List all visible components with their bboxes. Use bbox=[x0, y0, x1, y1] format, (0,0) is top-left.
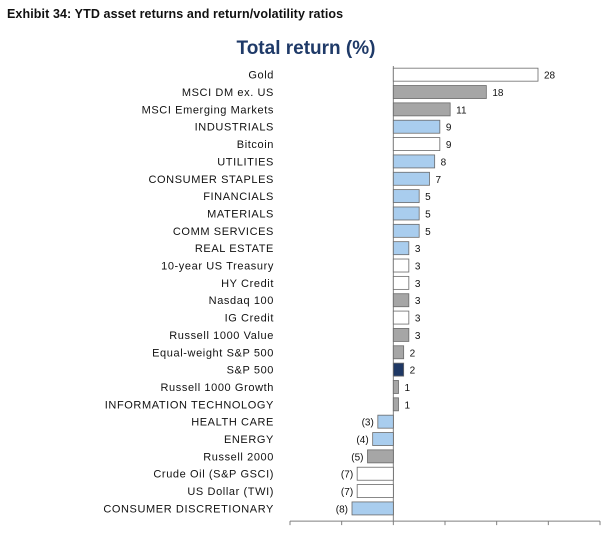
value-label: 1 bbox=[405, 400, 411, 411]
value-label: 5 bbox=[425, 227, 431, 238]
value-label: 3 bbox=[415, 279, 421, 290]
category-label: FINANCIALS bbox=[203, 191, 274, 203]
category-label: US Dollar (TWI) bbox=[187, 486, 274, 498]
chart-title: Total return (%) bbox=[236, 38, 376, 59]
value-label: 3 bbox=[415, 331, 421, 342]
bar-5 bbox=[392, 154, 436, 169]
bar-1 bbox=[392, 85, 487, 99]
bar-25 bbox=[351, 501, 394, 516]
value-label: 8 bbox=[441, 157, 447, 168]
value-label: 9 bbox=[446, 140, 452, 151]
category-label: MATERIALS bbox=[207, 208, 274, 220]
category-label: Equal-weight S&P 500 bbox=[152, 347, 274, 359]
bar-13 bbox=[392, 293, 410, 308]
category-label: Russell 2000 bbox=[203, 451, 274, 463]
bar-9 bbox=[392, 223, 420, 238]
category-label: Russell 1000 Growth bbox=[160, 382, 274, 394]
bar-6 bbox=[392, 171, 430, 186]
bar-8 bbox=[392, 206, 420, 221]
category-label: HEALTH CARE bbox=[191, 417, 274, 429]
value-label: (8) bbox=[336, 504, 348, 515]
bar-15 bbox=[392, 328, 410, 342]
category-label: Bitcoin bbox=[237, 139, 274, 151]
value-label: 3 bbox=[415, 314, 421, 325]
category-label: Nasdaq 100 bbox=[209, 295, 274, 307]
bar-22 bbox=[367, 449, 394, 464]
value-label: 18 bbox=[492, 88, 504, 99]
value-label: 5 bbox=[425, 209, 431, 220]
value-label: 11 bbox=[456, 105, 467, 116]
value-label: 28 bbox=[544, 71, 556, 82]
bar-14 bbox=[392, 310, 410, 325]
bar-3 bbox=[392, 119, 441, 134]
category-label: HY Credit bbox=[221, 278, 274, 290]
bar-0 bbox=[392, 67, 539, 82]
category-label: Russell 1000 Value bbox=[169, 330, 274, 342]
category-label: INFORMATION TECHNOLOGY bbox=[105, 399, 274, 411]
bar-10 bbox=[392, 241, 410, 256]
category-label: S&P 500 bbox=[227, 365, 274, 377]
category-label: INDUSTRIALS bbox=[195, 122, 274, 134]
category-label: REAL ESTATE bbox=[195, 243, 274, 255]
bar-24 bbox=[356, 484, 394, 498]
value-label: (7) bbox=[341, 470, 353, 481]
bar-16 bbox=[392, 345, 405, 360]
value-label: 2 bbox=[410, 348, 416, 359]
category-label: ENERGY bbox=[224, 434, 274, 446]
category-label: Gold bbox=[248, 70, 274, 82]
value-label: 3 bbox=[415, 296, 421, 307]
value-label: 7 bbox=[436, 175, 442, 186]
category-label: 10-year US Treasury bbox=[161, 261, 274, 273]
bar-19 bbox=[392, 397, 399, 412]
value-label: 3 bbox=[415, 262, 421, 273]
exhibit-title: Exhibit 34: YTD asset returns and return… bbox=[7, 7, 344, 21]
category-label: MSCI DM ex. US bbox=[182, 87, 274, 99]
value-label: 2 bbox=[410, 366, 416, 377]
bar-12 bbox=[392, 275, 410, 290]
category-label: UTILITIES bbox=[217, 156, 274, 168]
bar-2 bbox=[392, 102, 451, 117]
bar-23 bbox=[356, 466, 394, 481]
value-label: (5) bbox=[351, 452, 363, 463]
bar-17 bbox=[392, 362, 405, 377]
axis-layer bbox=[289, 66, 601, 526]
bar-20 bbox=[377, 414, 394, 429]
category-label: CONSUMER STAPLES bbox=[148, 174, 274, 186]
category-label: COMM SERVICES bbox=[173, 226, 274, 238]
value-label: (4) bbox=[356, 435, 368, 446]
category-label: CONSUMER DISCRETIONARY bbox=[103, 503, 274, 515]
value-label: (7) bbox=[341, 487, 353, 498]
bar-11 bbox=[392, 258, 410, 273]
value-label: 9 bbox=[446, 123, 452, 134]
category-label: IG Credit bbox=[225, 313, 274, 325]
value-label: 5 bbox=[425, 192, 431, 203]
category-label: MSCI Emerging Markets bbox=[142, 104, 274, 116]
category-label: Crude Oil (S&P GSCI) bbox=[153, 469, 274, 481]
value-label: 1 bbox=[405, 383, 411, 394]
bars-layer bbox=[351, 67, 539, 516]
bar-18 bbox=[392, 380, 399, 394]
bar-4 bbox=[392, 137, 441, 151]
bar-7 bbox=[392, 189, 420, 204]
bar-21 bbox=[372, 432, 394, 446]
value-label: (3) bbox=[362, 418, 374, 429]
value-label: 3 bbox=[415, 244, 421, 255]
